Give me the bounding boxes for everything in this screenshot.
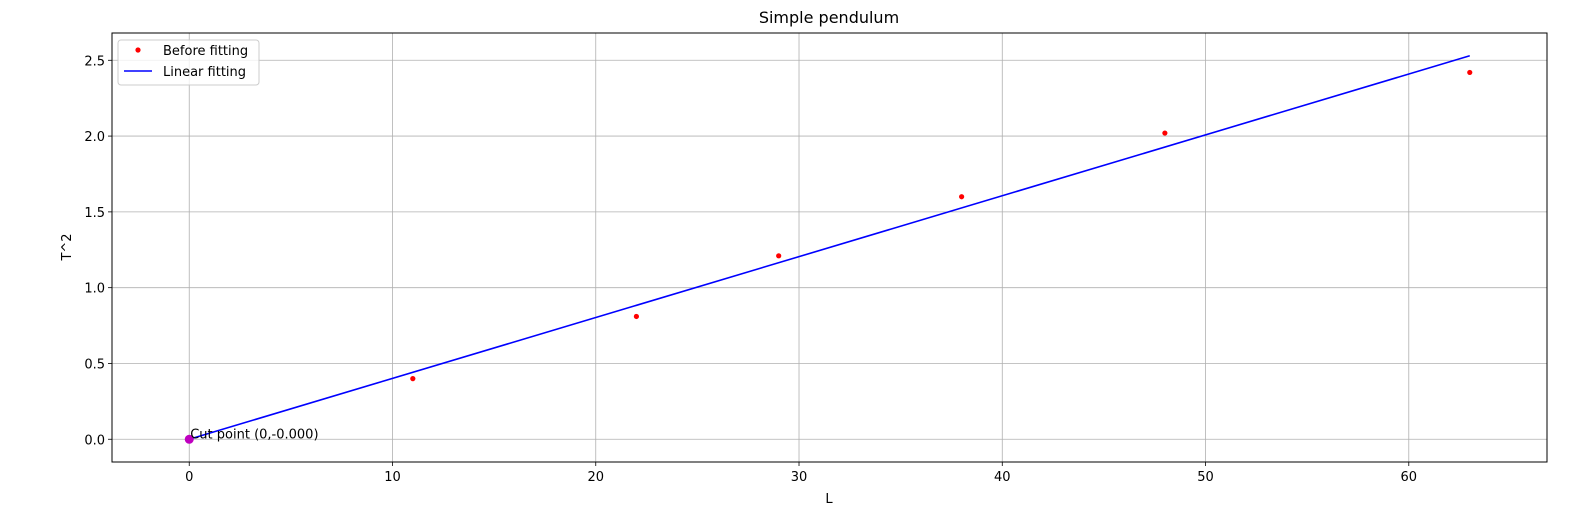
data-point [1162, 130, 1168, 136]
y-tick-label: 0.0 [84, 433, 105, 448]
y-tick-label: 2.5 [84, 54, 105, 69]
data-point [776, 253, 782, 259]
y-tick-label: 1.5 [84, 206, 105, 221]
x-tick-label: 10 [384, 470, 401, 485]
cut-point-marker [184, 434, 194, 444]
data-point [959, 194, 965, 200]
legend: Before fitting Linear fitting [117, 39, 260, 86]
y-tick-label: 1.0 [84, 282, 105, 297]
x-tick-label: 60 [1401, 470, 1418, 485]
y-tick-label: 0.5 [84, 357, 105, 372]
chart-title: Simple pendulum [759, 8, 899, 27]
legend-label-linear-fitting: Linear fitting [163, 65, 246, 80]
legend-box [117, 39, 260, 86]
y-tick-label: 2.0 [84, 130, 105, 145]
data-point [633, 313, 640, 320]
grid [112, 33, 1547, 462]
x-tick-label: 50 [1197, 470, 1214, 485]
x-tick-label: 30 [791, 470, 808, 485]
data-point [410, 376, 416, 382]
annotation-layer: Cut point (0,-0.000) [184, 427, 319, 444]
data-point [1467, 69, 1473, 76]
ticks: 0 10 20 30 40 50 60 0.0 0.5 1.0 1.5 2.0 2.5 [84, 54, 1417, 485]
scatter-series-layer [410, 69, 1473, 382]
legend-marker-before-fitting [135, 47, 141, 53]
legend-label-before-fitting: Before fitting [163, 44, 248, 59]
line-series-layer [189, 54, 1470, 441]
x-tick-label: 40 [994, 470, 1011, 485]
y-axis-label: T^2 [60, 233, 75, 261]
linear-fitting-line [189, 54, 1470, 441]
x-tick-label: 20 [587, 470, 604, 485]
plot-frame [111, 32, 1548, 463]
x-axis-label: L [825, 492, 833, 507]
x-tick-label: 0 [185, 470, 193, 485]
cut-point-label: Cut point (0,-0.000) [190, 427, 318, 442]
